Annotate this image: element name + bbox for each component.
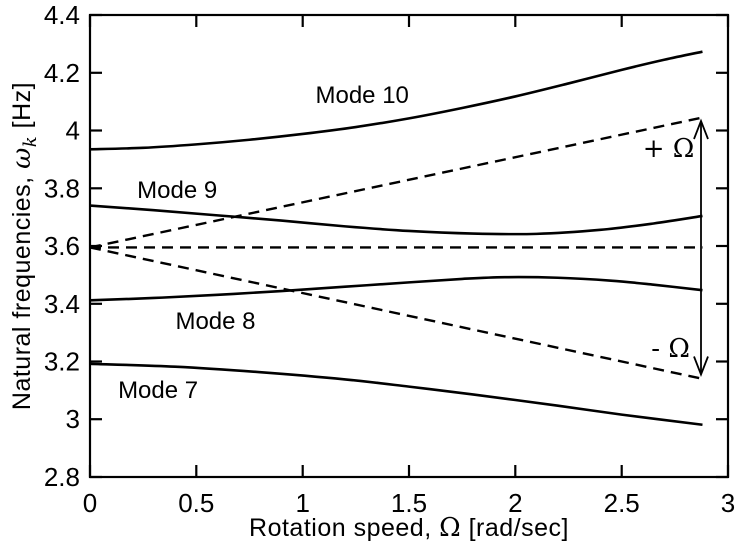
mode-9-label: Mode 9	[137, 177, 217, 204]
x-tick-label: 0	[83, 488, 97, 518]
y-tick-label: 3.6	[44, 231, 80, 261]
curve-mode-9	[89, 204, 703, 236]
x-tick-label: 3	[721, 488, 735, 518]
curve-mode-7	[89, 362, 703, 427]
omega-subscript-k: k	[20, 135, 41, 148]
y-tick-label: 3.8	[44, 173, 80, 203]
curve-minus-omega-line	[89, 246, 703, 380]
plot-frame	[88, 13, 730, 479]
arrowhead-down-icon	[693, 356, 709, 377]
y-axis-label-units: [Hz]	[8, 81, 36, 136]
mode-10-label: Mode 10	[315, 82, 408, 109]
y-tick-label: 4	[66, 116, 80, 146]
arrowhead-up-icon	[693, 118, 709, 140]
x-axis-label: Rotation speed, Ω [rad/sec]	[249, 513, 569, 543]
y-tick-label: 3.4	[44, 289, 80, 319]
x-axis-label-text: Rotation speed,	[249, 514, 440, 542]
x-tick-label: 1.5	[391, 488, 427, 518]
x-axis-label-units: [rad/sec]	[461, 514, 569, 542]
y-axis-label: Natural frequencies, ωk [Hz]	[7, 82, 41, 410]
omega-lowercase-symbol: ω	[7, 147, 37, 169]
x-tick-label: 1	[295, 488, 309, 518]
x-tick-label: 0.5	[178, 488, 214, 518]
y-tick-label: 4.4	[44, 0, 80, 30]
mode-7-label: Mode 7	[118, 377, 198, 404]
curve-mode-10	[89, 50, 703, 151]
plus-omega-label: + Ω	[643, 134, 695, 164]
x-tick-label: 2.5	[604, 488, 640, 518]
curve-mode-8	[89, 275, 703, 302]
x-tick-label: 2	[508, 488, 522, 518]
omega-uppercase-symbol: Ω	[439, 513, 462, 543]
y-tick-label: 3.2	[44, 347, 80, 377]
y-tick-label: 2.8	[44, 462, 80, 492]
y-tick-label: 3	[66, 404, 80, 434]
minus-omega-label: - Ω	[651, 334, 690, 364]
mode-8-label: Mode 8	[175, 308, 255, 335]
y-tick-label: 4.2	[44, 58, 80, 88]
y-axis-label-text: Natural frequencies,	[8, 168, 36, 411]
curve-plus-omega-line	[89, 116, 703, 249]
